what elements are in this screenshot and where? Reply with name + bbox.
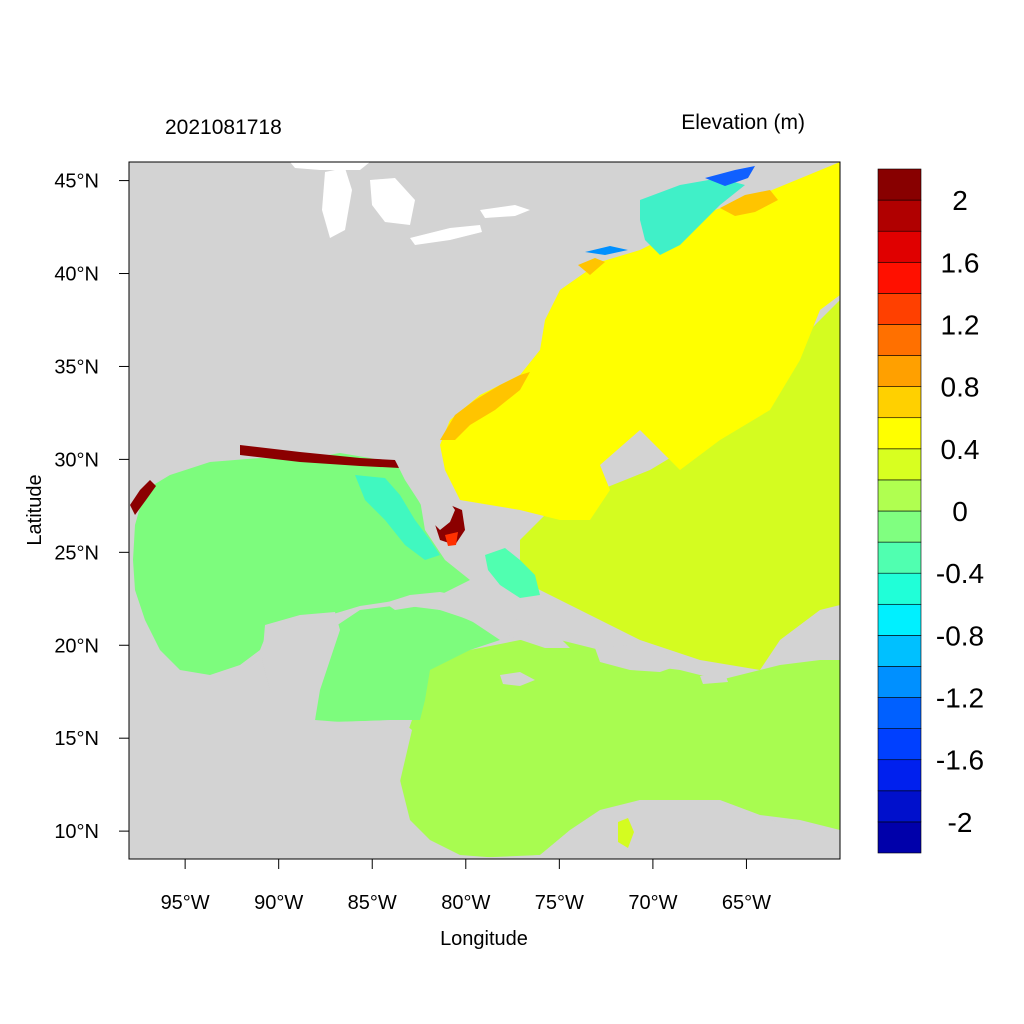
x-tick-label: 95°W (161, 892, 210, 914)
colorbar-swatch (877, 572, 922, 605)
lake-michigan (322, 168, 352, 238)
colorbar-label: -0.4 (936, 558, 984, 589)
x-axis-label: Longitude (440, 928, 528, 950)
bay-of-fundy-blue (705, 166, 755, 186)
jamaica (500, 672, 535, 686)
cuba (385, 592, 570, 648)
lake-ontario (480, 205, 530, 218)
y-tick-label: 30°N (54, 449, 99, 471)
colorbar-label: 0 (952, 496, 968, 527)
y-tick-label: 35°N (54, 356, 99, 378)
colorbar-swatch (877, 261, 922, 294)
florida-keys-red (445, 532, 458, 546)
colorbar-swatch (877, 448, 922, 481)
colorbar-swatch (877, 759, 922, 792)
map-frame (128, 161, 841, 860)
colorbar-swatch (877, 821, 922, 854)
colorbar-swatch (877, 603, 922, 636)
colorbar-swatch (877, 199, 922, 232)
y-axis-label: Latitude (24, 474, 46, 545)
colorbar-label: 1.2 (941, 309, 980, 340)
lake-maracaibo (618, 818, 634, 848)
colorbar-label: -2 (948, 807, 973, 838)
south-america (470, 800, 840, 858)
western-caribbean (315, 605, 500, 722)
colorbar-swatch (877, 355, 922, 387)
bahamas-bank (485, 548, 540, 598)
map-panel (129, 162, 840, 859)
x-tick-label: 90°W (254, 892, 303, 914)
y-tick-label: 10°N (54, 821, 99, 843)
x-axis: 95°W 90°W 85°W 80°W 75°W 70°W 65°W (161, 859, 771, 914)
colorbar-label: 2 (952, 185, 968, 216)
colorbar-swatch (877, 417, 922, 450)
puerto-rico (700, 674, 728, 684)
x-tick-label: 85°W (348, 892, 397, 914)
gulf-coast-speckle (240, 445, 400, 468)
colorbar-swatch (877, 666, 922, 698)
yucatan-peninsula (262, 612, 340, 720)
colorbar: 2 1.6 1.2 0.8 0.4 0 -0.4 -0.8 -1.2 -1.6 -2 (877, 168, 984, 854)
hispaniola (595, 645, 680, 672)
lake-erie (410, 225, 482, 245)
nova-scotia-surge (720, 190, 778, 216)
colorbar-label: 1.6 (941, 247, 980, 278)
west-florida-shelf (355, 475, 440, 560)
y-axis: 10°N 15°N 20°N 25°N 30°N 35°N 40°N 45°N (54, 171, 129, 843)
x-tick-label: 80°W (441, 892, 490, 914)
colorbar-swatch (877, 479, 922, 512)
timestamp-label: 2021081718 (165, 116, 282, 139)
colorbar-label: -1.6 (936, 745, 984, 776)
colorbar-swatch (877, 324, 922, 356)
y-tick-label: 25°N (54, 542, 99, 564)
atlantic-south-ocean (520, 300, 840, 670)
gulf-of-maine (640, 178, 745, 255)
colorbar-swatch (877, 168, 922, 201)
colorbar-label: -0.8 (936, 620, 984, 651)
central-america (129, 690, 430, 858)
colorbar-label: 0.8 (941, 372, 980, 403)
colorbar-swatch (877, 386, 922, 419)
lake-superior (290, 162, 370, 170)
colorbar-swatch (877, 510, 922, 543)
y-tick-label: 40°N (54, 264, 99, 286)
colorbar-swatch (877, 790, 922, 823)
mid-atlantic-surge (578, 258, 605, 275)
lake-huron (370, 178, 415, 225)
colorbar-swatch (877, 635, 922, 667)
y-tick-label: 45°N (54, 171, 99, 193)
variable-title: Elevation (m) (681, 111, 805, 134)
colorbar-label: 0.4 (941, 434, 980, 465)
colorbar-swatch (877, 293, 922, 325)
atlantic-north-ocean (440, 162, 840, 520)
texas-coast-speckle (130, 480, 156, 515)
florida-peninsula (395, 455, 455, 530)
colorbar-swatch (877, 230, 922, 263)
x-tick-label: 70°W (628, 892, 677, 914)
colorbar-swatch (877, 541, 922, 574)
x-tick-label: 75°W (535, 892, 584, 914)
colorbar-swatch (877, 728, 922, 761)
colorbar-swatch (877, 697, 922, 729)
caribbean-sea (400, 640, 840, 858)
x-tick-label: 65°W (722, 892, 771, 914)
y-tick-label: 20°N (54, 635, 99, 657)
y-tick-label: 15°N (54, 728, 99, 750)
long-island-sound-blue (585, 246, 628, 255)
carolina-surge (440, 372, 530, 440)
colorbar-label: -1.2 (936, 683, 984, 714)
